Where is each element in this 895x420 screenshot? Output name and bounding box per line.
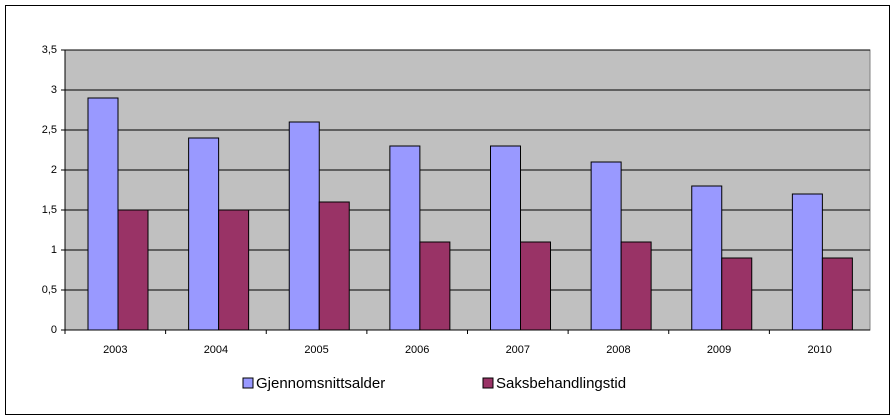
y-tick-label: 3,5	[42, 44, 57, 56]
x-tick-label: 2010	[807, 344, 831, 356]
bar	[620, 241, 652, 331]
x-tick-label: 2005	[304, 344, 328, 356]
bar	[490, 145, 521, 331]
x-tick-label: 2007	[506, 344, 530, 356]
bar	[520, 241, 551, 331]
y-tick-label: 0,5	[42, 284, 57, 296]
bar	[590, 161, 622, 331]
x-tick-label: 2004	[204, 344, 228, 356]
legend-label: Gjennomsnittsalder	[256, 375, 385, 392]
bar	[721, 257, 753, 331]
y-tick-label: 1	[51, 244, 57, 256]
x-tick-label: 2009	[707, 344, 731, 356]
bar	[188, 137, 220, 331]
legend-swatch	[242, 377, 254, 389]
y-tick-label: 0	[51, 324, 57, 336]
y-tick-label: 2,5	[42, 124, 57, 136]
bar	[791, 193, 823, 331]
bar	[821, 257, 853, 331]
bar	[389, 145, 421, 331]
y-tick-label: 2	[51, 164, 57, 176]
y-tick-label: 3	[51, 84, 57, 96]
x-tick-label: 2008	[606, 344, 630, 356]
bar	[87, 97, 119, 331]
legend-label: Saksbehandlingstid	[496, 375, 626, 392]
y-tick-label: 1,5	[42, 204, 57, 216]
bar	[117, 209, 149, 331]
x-tick-label: 2003	[103, 344, 127, 356]
bar	[218, 209, 250, 331]
x-tick-label: 2006	[405, 344, 429, 356]
legend-swatch	[482, 377, 494, 389]
bar	[419, 241, 451, 331]
bar	[691, 185, 723, 331]
bar	[318, 201, 350, 331]
bar	[288, 121, 320, 331]
